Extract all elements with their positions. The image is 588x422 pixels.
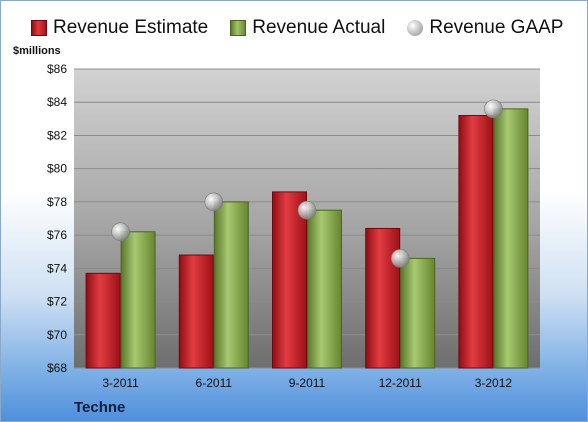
marker-revenue-gaap bbox=[204, 192, 224, 212]
bars bbox=[85, 108, 529, 369]
legend-item-actual: Revenue Actual bbox=[230, 17, 385, 39]
bar-revenue-estimate bbox=[178, 254, 214, 369]
y-tick-label: $82 bbox=[47, 128, 67, 142]
legend-item-estimate: Revenue Estimate bbox=[31, 17, 208, 39]
bar-revenue-estimate bbox=[365, 227, 401, 369]
bar-revenue-estimate bbox=[458, 115, 494, 369]
legend-marker-gaap bbox=[407, 20, 424, 36]
bar-revenue-estimate bbox=[272, 191, 307, 369]
marker-revenue-gaap bbox=[111, 222, 130, 242]
x-tick-label: 12-2011 bbox=[379, 376, 422, 390]
gaap-markers bbox=[111, 99, 503, 268]
x-tick-label: 3-2012 bbox=[475, 376, 513, 390]
y-tick-label: $76 bbox=[47, 228, 67, 242]
bar-revenue-actual bbox=[493, 108, 529, 369]
legend: Revenue Estimate Revenue Actual Revenue … bbox=[31, 16, 563, 40]
legend-swatch-estimate bbox=[31, 20, 47, 36]
x-tick-label: 6-2011 bbox=[196, 376, 233, 390]
marker-revenue-gaap bbox=[297, 200, 317, 220]
y-tick-label: $84 bbox=[47, 95, 67, 109]
y-tick-label: $68 bbox=[47, 361, 67, 375]
bar-revenue-actual bbox=[307, 209, 342, 369]
y-axis-unit-label: $millions bbox=[13, 45, 61, 57]
legend-label-estimate: Revenue Estimate bbox=[53, 17, 209, 38]
legend-item-gaap: Revenue GAAP bbox=[407, 17, 563, 39]
x-tick-label: 9-2011 bbox=[289, 376, 326, 390]
y-tick-label: $78 bbox=[47, 195, 67, 209]
legend-label-actual: Revenue Actual bbox=[252, 17, 386, 38]
legend-swatch-actual bbox=[230, 20, 247, 36]
bar-revenue-actual bbox=[400, 257, 436, 369]
x-tick-label: 3-2011 bbox=[102, 376, 139, 390]
marker-revenue-gaap bbox=[390, 249, 410, 268]
legend-label-gaap: Revenue GAAP bbox=[429, 17, 564, 38]
bar-revenue-estimate bbox=[85, 272, 121, 369]
y-tick-label: $74 bbox=[47, 261, 67, 275]
x-tick-labels: 3-2011 6-2011 9-2011 12-2011 3-2012 bbox=[102, 376, 512, 390]
marker-revenue-gaap bbox=[484, 99, 503, 119]
company-name: Techne bbox=[74, 399, 126, 416]
y-tick-label: $80 bbox=[47, 162, 67, 176]
y-tick-label: $86 bbox=[47, 62, 67, 76]
y-tick-label: $70 bbox=[47, 328, 67, 342]
bar-revenue-actual bbox=[213, 201, 249, 369]
y-tick-label: $72 bbox=[47, 295, 67, 309]
y-tick-labels: $68 $70 $72 $74 $76 $78 $80 $82 $84 $86 bbox=[47, 62, 67, 375]
bar-revenue-actual bbox=[120, 231, 156, 369]
